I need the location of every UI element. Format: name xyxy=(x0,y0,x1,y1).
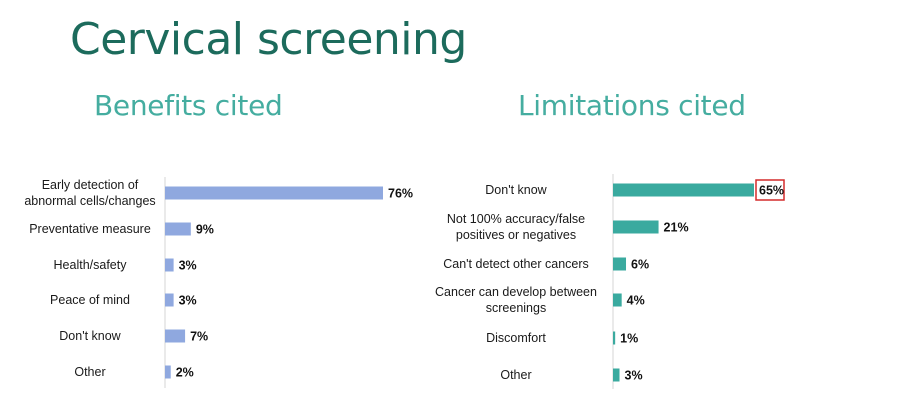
limitations-value-label-2: 21% xyxy=(664,221,689,235)
limitations-category-label-4-line-2: screenings xyxy=(486,301,546,315)
benefits-category-label-4: Peace of mind xyxy=(50,293,130,307)
limitations-bar-2 xyxy=(613,220,659,234)
limitations-category-label-3: Can't detect other cancers xyxy=(443,257,589,271)
limitations-bar-4 xyxy=(613,293,622,307)
limitations-category-label-5: Discomfort xyxy=(486,331,546,345)
limitations-category-label-2-line-1: Not 100% accuracy/false xyxy=(447,212,585,226)
benefits-bar-1 xyxy=(165,186,383,200)
benefits-category-label-3: Health/safety xyxy=(54,258,128,272)
benefits-category-label-1-line-1: Early detection of xyxy=(42,178,139,192)
limitations-bar-5 xyxy=(613,331,616,345)
benefits-bar-3 xyxy=(165,258,174,272)
limitations-bar-3 xyxy=(613,257,627,271)
limitations-category-label-2-line-2: positives or negatives xyxy=(456,228,576,242)
benefits-bar-5 xyxy=(165,329,186,343)
page-title: Cervical screening xyxy=(70,14,467,65)
benefits-chart-title: Benefits cited xyxy=(94,89,283,122)
limitations-value-label-1: 65% xyxy=(759,184,784,198)
benefits-bar-4 xyxy=(165,293,174,307)
limitations-value-label-5: 1% xyxy=(620,332,638,346)
limitations-bar-6 xyxy=(613,368,620,382)
limitations-category-label-4-line-1: Cancer can develop between xyxy=(435,285,597,299)
benefits-bar-6 xyxy=(165,365,171,379)
benefits-category-label-2: Preventative measure xyxy=(29,222,151,236)
benefits-value-label-3: 3% xyxy=(179,259,197,273)
benefits-value-label-1: 76% xyxy=(388,187,413,201)
limitations-value-label-3: 6% xyxy=(631,258,649,272)
benefits-bar-2 xyxy=(165,222,191,236)
limitations-highlight-box xyxy=(755,179,785,201)
benefits-value-label-6: 2% xyxy=(176,366,194,380)
limitations-value-label-6: 3% xyxy=(625,369,643,383)
limitations-category-label-6: Other xyxy=(500,368,531,382)
limitations-chart-title: Limitations cited xyxy=(518,89,746,122)
benefits-category-label-1-line-2: abnormal cells/changes xyxy=(24,194,155,208)
benefits-value-label-2: 9% xyxy=(196,223,214,237)
limitations-bar-1 xyxy=(613,183,754,197)
limitations-category-label-1: Don't know xyxy=(485,183,547,197)
benefits-value-label-4: 3% xyxy=(179,294,197,308)
benefits-category-label-6: Other xyxy=(74,365,105,379)
benefits-value-label-5: 7% xyxy=(190,330,208,344)
benefits-category-label-5: Don't know xyxy=(59,329,121,343)
limitations-value-label-4: 4% xyxy=(627,294,645,308)
